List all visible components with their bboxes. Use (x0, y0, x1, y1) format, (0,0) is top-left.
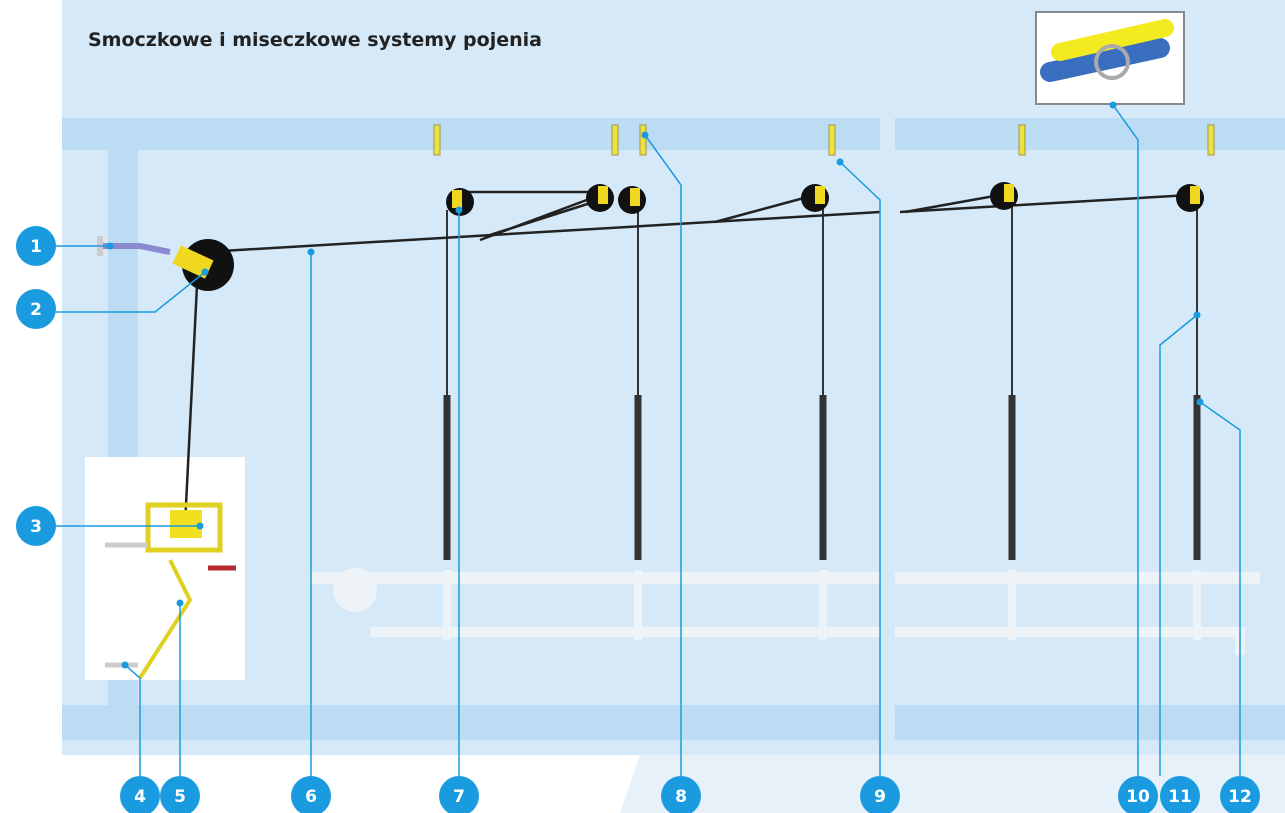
leader-dot (642, 132, 649, 139)
leader-dot (177, 600, 184, 607)
leader-dot (122, 662, 129, 669)
ceiling-beam (895, 118, 1285, 150)
leader-dot (202, 269, 209, 276)
callout-number: 1 (30, 237, 42, 257)
callout-number: 6 (305, 787, 317, 807)
leader-dot (456, 207, 463, 214)
ceiling-beam (62, 118, 880, 150)
callout-number: 12 (1228, 787, 1252, 807)
inset (1036, 12, 1184, 104)
callout-number: 3 (30, 517, 42, 537)
leader-dot (308, 249, 315, 256)
callout-number: 5 (174, 787, 186, 807)
callout-number: 4 (134, 787, 146, 807)
callout-number: 7 (453, 787, 465, 807)
diagram: Smoczkowe i miseczkowe systemy pojenia 1… (0, 0, 1285, 813)
background (62, 0, 1285, 755)
callout-number: 10 (1126, 787, 1150, 807)
title: Smoczkowe i miseczkowe systemy pojenia (88, 29, 542, 51)
leader-dot (107, 243, 114, 250)
leader-dot (1197, 399, 1204, 406)
callout-number: 11 (1168, 787, 1192, 807)
callout-number: 8 (675, 787, 687, 807)
leader-dot (1110, 102, 1117, 109)
page: {"title": "Smoczkowe i miseczkowe system… (0, 0, 1285, 813)
leader-dot (197, 523, 204, 530)
floor-beam (62, 705, 880, 740)
floor-beam (895, 705, 1285, 740)
callout-number: 9 (874, 787, 886, 807)
leader-dot (837, 159, 844, 166)
leader-dot (1194, 312, 1201, 319)
callout-number: 2 (30, 300, 42, 320)
